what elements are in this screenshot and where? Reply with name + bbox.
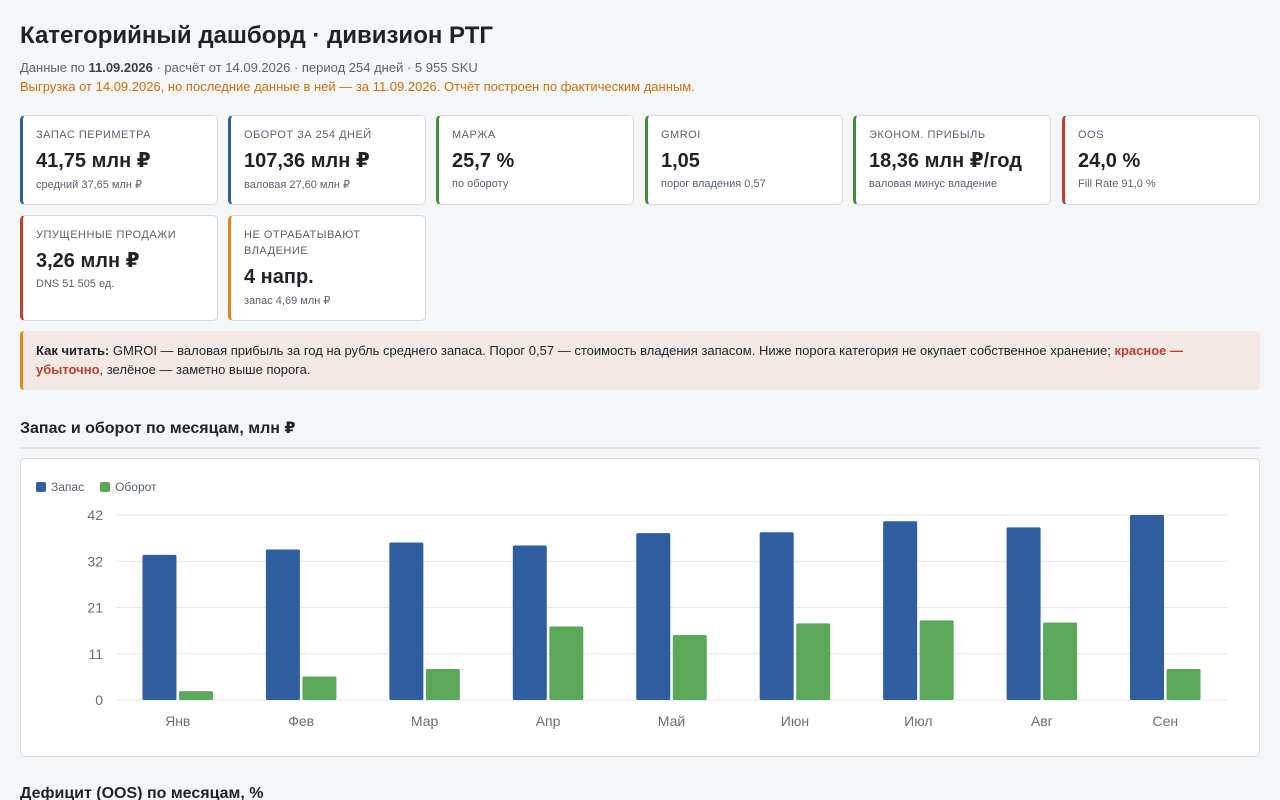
kpi-card-oos: OOS 24,0 % Fill Rate 91,0 %: [1062, 115, 1260, 205]
x-tick-label: Апр: [536, 713, 561, 729]
bar-stock: [512, 545, 547, 700]
bar-stock: [142, 554, 177, 700]
kpi-value: 25,7 %: [452, 150, 515, 172]
how-to-read-note: Как читать: GMROI — валовая прибыль за г…: [20, 331, 1260, 390]
x-tick-label: Авг: [1031, 713, 1053, 729]
x-tick-label: Фев: [288, 713, 314, 729]
chart-legend: Запас Оборот: [36, 480, 157, 494]
kpi-sub: средний 37,65 млн ₽: [36, 179, 143, 191]
y-tick-label: 0: [95, 692, 103, 708]
stock-turnover-chart-card: Запас Оборот 0 11 21 32 42 Янв Фев Мар Апр Май Июн…: [20, 458, 1260, 757]
bar-turnover: [672, 634, 707, 700]
legend-item-turnover[interactable]: Оборот: [100, 480, 157, 494]
bar-stock: [759, 532, 794, 700]
kpi-label: Упущенные продажи: [36, 229, 177, 241]
bar-stock: [1006, 527, 1041, 700]
kpi-value: 1,05: [661, 150, 700, 172]
bar-turnover: [796, 623, 831, 700]
bar-stock: [265, 549, 300, 700]
bar-turnover: [1166, 669, 1201, 700]
kpi-card-not-covering: Не отрабатывают владение 4 напр. запас 4…: [228, 215, 426, 321]
bar-turnover: [919, 620, 954, 700]
report-meta: Данные по 11.09.2026 · расчёт от 14.09.2…: [20, 60, 478, 75]
kpi-value: 107,36 млн ₽: [244, 150, 370, 172]
kpi-card-stock: Запас периметра 41,75 млн ₽ средний 37,6…: [20, 115, 218, 205]
bar-stock: [389, 542, 424, 700]
x-tick-label: Сен: [1152, 713, 1178, 729]
x-tick-label: Май: [658, 713, 685, 729]
kpi-card-economic-profit: Эконом. прибыль 18,36 млн ₽/год валовая …: [853, 115, 1051, 205]
chart1-section-title: Запас и оборот по месяцам, млн ₽: [20, 418, 1260, 449]
bar-stock: [636, 533, 671, 700]
note-lead: Как читать:: [36, 343, 110, 358]
kpi-sub: запас 4,69 млн ₽: [244, 295, 331, 307]
kpi-sub: порог владения 0,57: [661, 178, 766, 190]
meta-date: 11.09.2026: [88, 60, 153, 75]
legend-label-turnover: Оборот: [115, 480, 157, 494]
y-tick-label: 11: [88, 646, 103, 662]
kpi-card-lost-sales: Упущенные продажи 3,26 млн ₽ DNS 51 505 …: [20, 215, 218, 321]
kpi-value: 41,75 млн ₽: [36, 150, 151, 172]
x-tick-label: Июн: [781, 713, 809, 729]
x-tick-label: Июл: [904, 713, 932, 729]
page-title: Категорийный дашборд · дивизион РТГ: [20, 22, 493, 49]
kpi-value: 24,0 %: [1078, 150, 1141, 172]
kpi-value: 3,26 млн ₽: [36, 250, 140, 272]
kpi-card-gmroi: GMROI 1,05 порог владения 0,57: [645, 115, 843, 205]
legend-swatch-stock: [36, 482, 46, 492]
kpi-sub: Fill Rate 91,0 %: [1078, 178, 1156, 190]
x-tick-label: Янв: [165, 713, 190, 729]
kpi-label: GMROI: [661, 129, 701, 141]
chart2-section-title: Дефицит (OOS) по месяцам, %: [20, 785, 1260, 800]
kpi-label: Маржа: [452, 129, 496, 141]
kpi-card-margin: Маржа 25,7 % по обороту: [436, 115, 634, 205]
note-text: GMROI — валовая прибыль за год на рубль …: [109, 343, 1115, 358]
kpi-sub: валовая 27,60 млн ₽: [244, 179, 351, 191]
x-tick-label: Мар: [411, 713, 439, 729]
kpi-sub: DNS 51 505 ед.: [36, 278, 115, 290]
meta-prefix: Данные по: [20, 60, 89, 75]
legend-item-stock[interactable]: Запас: [36, 480, 84, 494]
meta-rest: · расчёт от 14.09.2026 · период 254 дней…: [152, 60, 478, 75]
kpi-label: OOS: [1078, 129, 1104, 141]
kpi-card-turnover: Оборот за 254 дней 107,36 млн ₽ валовая …: [228, 115, 426, 205]
kpi-label: Запас периметра: [36, 129, 152, 141]
kpi-sub: валовая минус владение: [869, 178, 998, 190]
note-tail: , зелёное — заметно выше порога.: [99, 362, 311, 377]
bar-turnover: [302, 676, 337, 700]
kpi-value: 18,36 млн ₽/год: [869, 150, 1022, 172]
kpi-label: Оборот за 254 дней: [244, 129, 372, 141]
y-tick-label: 21: [87, 600, 103, 616]
kpi-value: 4 напр.: [244, 266, 314, 288]
kpi-label: Эконом. прибыль: [869, 129, 986, 141]
note-red: красное — убыточно: [36, 343, 1184, 377]
y-tick-label: 32: [87, 553, 103, 569]
y-tick-label: 42: [87, 507, 103, 523]
kpi-sub: по обороту: [452, 178, 509, 190]
bar-chart: 0 11 21 32 42 Янв Фев Мар Апр Май Июн Июл Авг Сен: [87, 507, 1227, 729]
kpi-label: Не отрабатывают владение: [244, 229, 361, 257]
bar-turnover: [549, 626, 584, 700]
data-warning: Выгрузка от 14.09.2026, но последние дан…: [20, 79, 695, 94]
bar-stock: [1130, 515, 1165, 700]
bar-turnover: [1043, 622, 1078, 700]
bar-turnover: [425, 669, 460, 700]
bar-stock: [883, 521, 918, 700]
bar-turnover: [178, 691, 213, 700]
legend-label-stock: Запас: [51, 480, 85, 494]
legend-swatch-turnover: [100, 482, 111, 492]
